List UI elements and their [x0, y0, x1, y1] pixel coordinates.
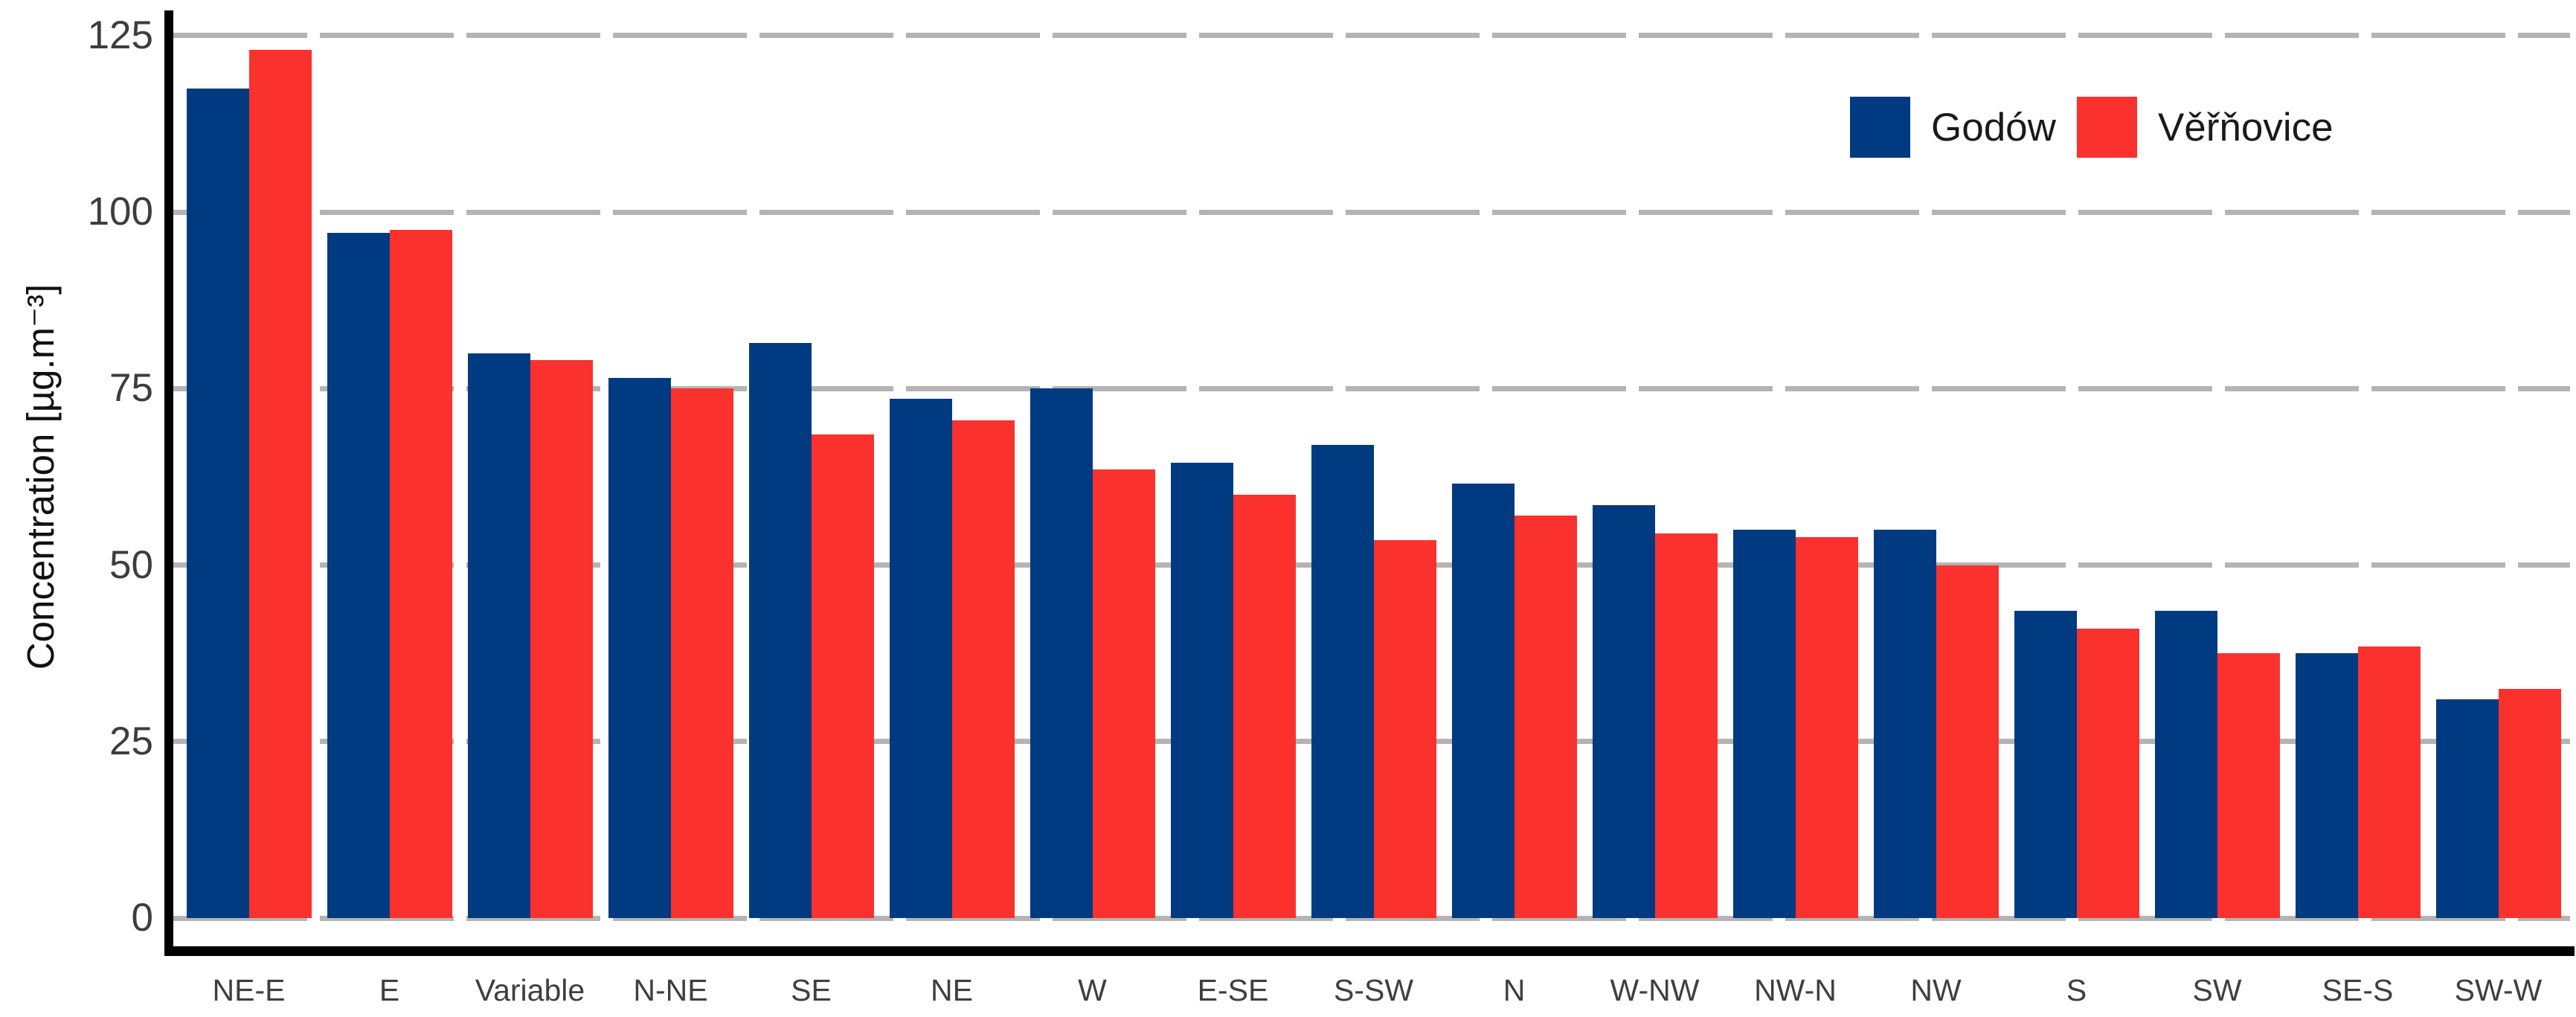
x-tick-label-E: E	[379, 973, 400, 1007]
y-tick-label-125: 125	[87, 13, 153, 57]
y-tick-label-100: 100	[87, 190, 153, 234]
gridline-y-75	[173, 385, 2570, 391]
bar-godow-SW-W	[2435, 699, 2499, 918]
bar-vernovice-E	[389, 229, 452, 918]
bar-vernovice-NE-E	[248, 49, 312, 918]
bar-vernovice-W-NW	[1654, 533, 1718, 918]
y-tick-label-25: 25	[109, 719, 153, 763]
bar-godow-NW-N	[1732, 530, 1796, 918]
bar-godow-E	[327, 233, 390, 918]
bar-godow-NE	[889, 399, 952, 918]
bar-godow-SE	[748, 342, 812, 918]
x-tick-label-Variable: Variable	[475, 973, 585, 1007]
x-tick-label-S-SW: S-SW	[1333, 973, 1414, 1007]
x-tick-label-N-NE: N-NE	[633, 973, 708, 1007]
gridline-y-100	[173, 209, 2570, 215]
bar-vernovice-SW-W	[2498, 688, 2561, 918]
bar-godow-S-SW	[1311, 445, 1374, 918]
x-tick-label-SW-W: SW-W	[2454, 973, 2543, 1007]
x-tick-label-NE-E: NE-E	[212, 973, 286, 1007]
bar-godow-SE-S	[2295, 653, 2358, 918]
bar-godow-N	[1451, 484, 1515, 918]
x-tick-label-N: N	[1503, 973, 1526, 1007]
x-tick-label-NW: NW	[1910, 973, 1962, 1007]
bar-vernovice-SE	[811, 434, 874, 918]
bar-vernovice-N-NE	[670, 388, 733, 918]
bar-vernovice-SE-S	[2357, 646, 2421, 918]
x-tick-label-SE: SE	[791, 973, 832, 1007]
x-axis-spine	[164, 946, 2575, 956]
bar-vernovice-Variable	[530, 360, 593, 918]
y-axis-spine	[164, 10, 173, 956]
bar-vernovice-NE	[951, 420, 1015, 918]
bar-godow-E-SE	[1170, 462, 1233, 918]
y-tick-label-50: 50	[109, 542, 153, 587]
x-tick-label-E-SE: E-SE	[1197, 973, 1269, 1007]
bar-vernovice-S	[2076, 628, 2139, 918]
x-tick-label-NW-N: NW-N	[1754, 973, 1837, 1007]
x-tick-label-W-NW: W-NW	[1610, 973, 1700, 1007]
bar-vernovice-N	[1514, 516, 1577, 918]
bar-vernovice-W	[1092, 469, 1155, 918]
legend: Godów Věřňovice	[1850, 97, 2334, 158]
bar-godow-NW	[1873, 530, 1936, 918]
x-tick-label-SW: SW	[2192, 973, 2242, 1007]
bar-godow-Variable	[467, 353, 530, 918]
bar-vernovice-NW-N	[1795, 536, 1858, 918]
bar-godow-N-NE	[608, 378, 671, 918]
bar-godow-S	[2014, 611, 2077, 918]
x-tick-label-W: W	[1078, 973, 1107, 1007]
legend-label-godow: Godów	[1931, 105, 2056, 150]
bar-godow-W-NW	[1592, 504, 1655, 918]
bar-godow-SW	[2154, 611, 2217, 918]
x-tick-label-S: S	[2066, 973, 2087, 1007]
bar-vernovice-S-SW	[1373, 540, 1436, 918]
x-tick-label-NE: NE	[931, 973, 973, 1007]
bar-vernovice-E-SE	[1233, 494, 1296, 918]
legend-swatch-godow	[1850, 97, 1910, 158]
bar-godow-W	[1030, 388, 1093, 918]
y-tick-label-0: 0	[131, 896, 153, 940]
legend-label-vernovice: Věřňovice	[2157, 105, 2334, 150]
x-tick-label-SE-S: SE-S	[2322, 973, 2394, 1007]
legend-swatch-vernovice	[2076, 97, 2137, 158]
bar-godow-NE-E	[186, 88, 249, 918]
y-axis-title: Concentration [µg.m⁻³]	[19, 283, 62, 670]
bar-vernovice-NW	[1936, 565, 1999, 918]
gridline-y-125	[173, 33, 2570, 39]
bar-vernovice-SW	[2217, 653, 2280, 918]
y-tick-label-75: 75	[109, 366, 153, 411]
gridline-y-0	[173, 915, 2570, 921]
